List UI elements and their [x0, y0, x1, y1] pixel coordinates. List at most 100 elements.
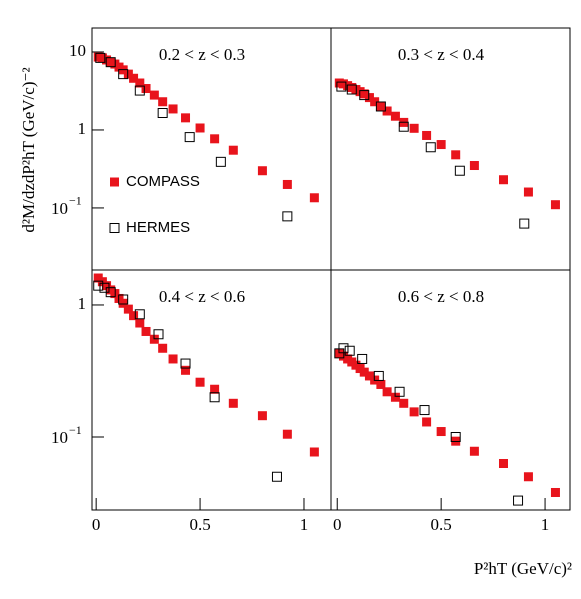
marker — [382, 387, 392, 397]
marker — [338, 343, 349, 354]
x-axis-label: P²hT (GeV/c)² — [474, 559, 572, 578]
marker — [141, 84, 151, 94]
marker — [215, 156, 226, 167]
marker — [181, 365, 191, 375]
marker — [450, 432, 461, 443]
marker — [309, 193, 319, 203]
marker — [123, 304, 133, 314]
marker — [451, 150, 461, 160]
marker — [180, 358, 191, 369]
legend-label: HERMES — [126, 219, 190, 236]
marker — [409, 407, 419, 417]
panel-label: 0.2 < z < 0.3 — [159, 45, 245, 64]
marker — [309, 447, 319, 457]
marker — [373, 370, 384, 381]
marker — [523, 187, 533, 197]
x-tick-label: 0.5 — [431, 515, 452, 534]
y-tick-label: 10 — [51, 428, 68, 447]
marker — [195, 123, 205, 133]
legend-marker — [109, 223, 120, 233]
marker — [422, 417, 432, 427]
marker — [436, 140, 446, 150]
marker — [168, 104, 178, 114]
marker — [469, 161, 479, 171]
marker — [181, 113, 191, 123]
marker — [257, 166, 267, 176]
marker — [390, 392, 400, 402]
marker — [168, 354, 178, 364]
y-axis-label: d²M/dzdP²hT (GeV/c)⁻² — [19, 67, 38, 232]
panel-label: 0.3 < z < 0.4 — [398, 45, 485, 64]
marker — [513, 495, 524, 506]
marker — [282, 211, 293, 222]
marker — [454, 165, 465, 176]
marker — [523, 472, 533, 482]
marker — [118, 69, 129, 80]
x-tick-label: 0 — [333, 515, 342, 534]
marker — [118, 294, 129, 305]
marker — [282, 429, 292, 439]
y-tick-label: 1 — [78, 119, 87, 138]
legend-marker — [110, 177, 119, 187]
marker — [210, 134, 220, 144]
marker — [184, 132, 195, 143]
marker — [422, 130, 432, 140]
marker — [375, 101, 386, 112]
x-tick-label: 1 — [300, 515, 309, 534]
marker — [409, 123, 419, 133]
marker — [390, 111, 400, 121]
marker — [359, 90, 370, 101]
marker — [158, 97, 168, 107]
marker — [209, 392, 220, 403]
marker — [550, 487, 560, 497]
marker — [105, 57, 116, 68]
marker — [550, 200, 560, 210]
marker — [336, 81, 347, 92]
marker — [149, 90, 159, 100]
marker — [376, 101, 386, 111]
marker — [228, 145, 238, 155]
marker — [425, 142, 436, 153]
marker — [364, 371, 374, 381]
marker — [153, 329, 164, 340]
marker — [370, 97, 380, 107]
marker — [382, 106, 392, 116]
marker — [282, 179, 292, 189]
y-tick-label: 10 — [69, 41, 86, 60]
marker — [257, 411, 267, 421]
marker — [141, 326, 151, 336]
y-tick-label: 10 — [51, 199, 68, 218]
marker — [129, 73, 139, 83]
marker — [364, 93, 374, 103]
panel-label: 0.4 < z < 0.6 — [159, 287, 245, 306]
marker — [157, 107, 168, 118]
x-tick-label: 0 — [92, 515, 101, 534]
marker — [357, 353, 368, 364]
marker — [399, 398, 409, 408]
marker — [498, 458, 508, 468]
marker — [95, 52, 106, 63]
marker — [123, 69, 133, 79]
marker — [469, 446, 479, 456]
marker — [195, 377, 205, 387]
panel-frame — [330, 269, 571, 511]
marker — [135, 78, 145, 88]
panel-label: 0.6 < z < 0.8 — [398, 287, 484, 306]
marker — [344, 345, 355, 356]
marker — [346, 84, 357, 95]
marker — [359, 89, 369, 99]
marker — [436, 427, 446, 437]
x-tick-label: 0.5 — [189, 515, 210, 534]
marker — [419, 405, 430, 416]
marker — [376, 379, 386, 389]
marker — [398, 121, 409, 132]
y-tick-exponent: −1 — [69, 194, 82, 208]
marker — [118, 298, 128, 308]
marker — [134, 309, 145, 320]
marker — [134, 85, 145, 96]
marker — [394, 386, 405, 397]
x-tick-label: 1 — [541, 515, 550, 534]
marker — [359, 367, 369, 377]
legend-label: COMPASS — [126, 173, 200, 190]
